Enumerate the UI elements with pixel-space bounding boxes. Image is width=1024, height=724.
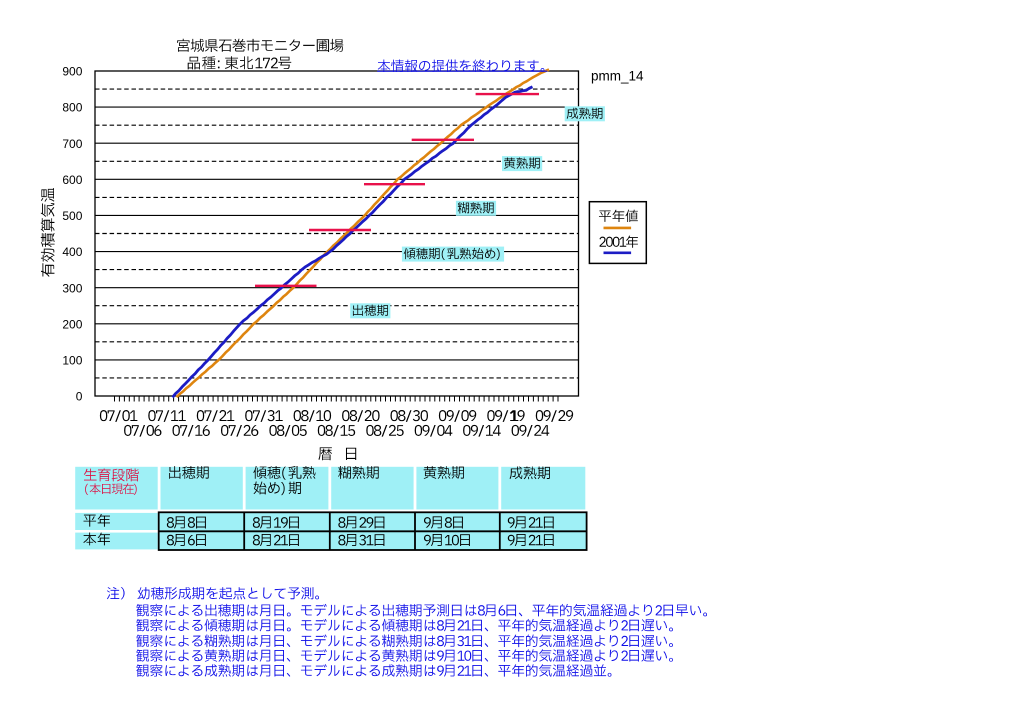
svg-text:500: 500 <box>62 209 82 223</box>
svg-text:800: 800 <box>62 101 82 115</box>
svg-text:400: 400 <box>62 245 82 259</box>
svg-text:100: 100 <box>62 353 82 367</box>
svg-text:700: 700 <box>62 137 82 151</box>
svg-text:0: 0 <box>76 390 83 404</box>
svg-text:pmm_14: pmm_14 <box>591 68 644 83</box>
svg-text:900: 900 <box>62 65 82 79</box>
svg-text:300: 300 <box>62 281 82 295</box>
svg-text:600: 600 <box>62 173 82 187</box>
svg-text:200: 200 <box>62 317 82 331</box>
